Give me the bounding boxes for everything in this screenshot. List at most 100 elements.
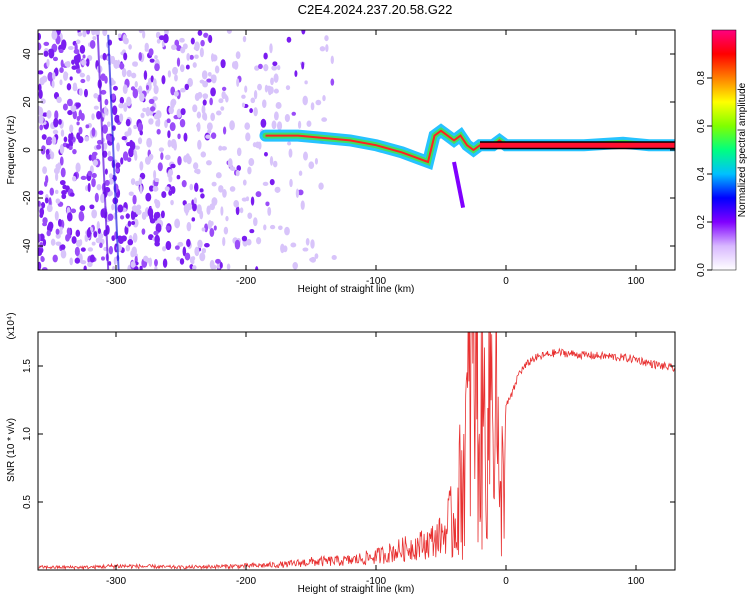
noise-speckle	[79, 205, 86, 212]
noise-speckle	[154, 265, 158, 270]
noise-speckle	[67, 45, 74, 50]
snr-frame	[37, 331, 676, 571]
noise-speckle	[179, 118, 186, 128]
noise-speckle	[269, 178, 275, 186]
noise-speckle	[86, 74, 91, 82]
noise-speckle	[47, 71, 54, 82]
spectrogram-x-tick-label: 100	[628, 276, 645, 287]
noise-speckle	[72, 110, 78, 120]
noise-speckle	[196, 122, 201, 132]
noise-speckle	[38, 83, 42, 92]
noise-speckle	[38, 190, 44, 195]
snr-x-tick-label: -200	[236, 576, 256, 587]
noise-speckle	[46, 230, 51, 237]
noise-speckle	[170, 86, 176, 96]
noise-speckle	[202, 99, 207, 106]
noise-speckle	[245, 132, 251, 142]
noise-speckle	[149, 106, 156, 112]
noise-speckle	[167, 130, 171, 139]
noise-speckle	[74, 43, 78, 53]
noise-speckle	[113, 256, 117, 266]
spectrogram-y-axis-title: Frequency (Hz)	[6, 116, 17, 185]
noise-speckle	[131, 246, 137, 257]
noise-speckle	[253, 217, 258, 227]
noise-speckle	[221, 91, 226, 100]
noise-speckle	[45, 175, 49, 184]
noise-speckle	[115, 162, 121, 169]
noise-speckle	[187, 77, 193, 88]
noise-speckle	[118, 103, 124, 109]
noise-speckle	[75, 239, 82, 247]
colorbar-tick-label: 0.4	[696, 167, 707, 181]
noise-speckle	[194, 246, 200, 257]
noise-speckle	[83, 265, 87, 270]
noise-speckle	[133, 150, 137, 156]
noise-speckle	[236, 165, 242, 172]
noise-speckle	[122, 84, 128, 95]
colorbar-tick-label: 0.6	[696, 119, 707, 133]
noise-speckle	[255, 191, 262, 198]
noise-speckle	[256, 237, 262, 245]
noise-speckle	[66, 143, 70, 149]
noise-speckle	[185, 64, 190, 70]
noise-speckle	[205, 134, 211, 139]
noise-speckle	[331, 255, 337, 261]
noise-speckle	[220, 106, 225, 111]
noise-speckle	[194, 54, 199, 59]
noise-speckle	[167, 139, 172, 148]
noise-speckle	[122, 34, 127, 44]
noise-speckle	[155, 223, 162, 233]
noise-speckle	[194, 41, 200, 52]
spectrogram-x-tick-label: -100	[366, 276, 386, 287]
noise-speckle	[101, 124, 108, 134]
noise-speckle	[269, 224, 276, 230]
noise-speckle	[55, 233, 61, 239]
noise-speckle	[234, 239, 241, 250]
noise-speckle	[43, 41, 50, 46]
noise-speckle	[242, 179, 247, 186]
noise-speckle	[275, 101, 282, 109]
noise-speckle	[139, 161, 144, 171]
noise-speckle	[161, 191, 167, 199]
noise-speckle	[308, 161, 315, 169]
noise-speckle	[55, 228, 60, 235]
noise-speckle	[180, 108, 186, 116]
noise-speckle	[127, 127, 132, 136]
noise-speckle	[42, 166, 48, 174]
noise-speckle	[242, 35, 247, 43]
noise-speckle	[59, 156, 64, 166]
noise-speckle	[193, 197, 198, 205]
noise-speckle	[52, 72, 56, 80]
noise-speckle	[218, 145, 223, 151]
noise-speckle	[219, 262, 223, 269]
noise-speckle	[154, 63, 160, 72]
noise-speckle	[108, 173, 113, 179]
noise-speckle	[143, 255, 149, 262]
noise-speckle	[209, 259, 215, 270]
noise-speckle	[199, 47, 204, 58]
snr-y-tick-label: 0.5	[22, 495, 33, 509]
noise-speckle	[215, 110, 222, 116]
noise-speckle	[87, 182, 91, 193]
noise-speckle	[176, 256, 181, 261]
colorbar-tick-label: 0.8	[696, 71, 707, 85]
noise-speckle	[161, 75, 166, 85]
noise-speckle	[70, 208, 77, 214]
noise-speckle	[189, 183, 194, 191]
noise-speckle	[286, 36, 292, 43]
noise-speckle	[324, 35, 329, 42]
noise-speckle	[197, 30, 203, 36]
noise-speckle	[184, 83, 190, 91]
noise-speckle	[93, 93, 99, 99]
noise-speckle	[101, 256, 105, 261]
noise-speckle	[87, 247, 94, 252]
noise-speckle	[236, 78, 240, 87]
noise-speckle	[70, 105, 77, 112]
noise-speckle	[321, 117, 328, 122]
noise-speckle	[91, 172, 97, 179]
noise-speckle	[197, 139, 202, 150]
snr-x-tick-label: 100	[628, 576, 645, 587]
noise-speckle	[132, 218, 139, 228]
noise-speckle	[76, 115, 81, 122]
